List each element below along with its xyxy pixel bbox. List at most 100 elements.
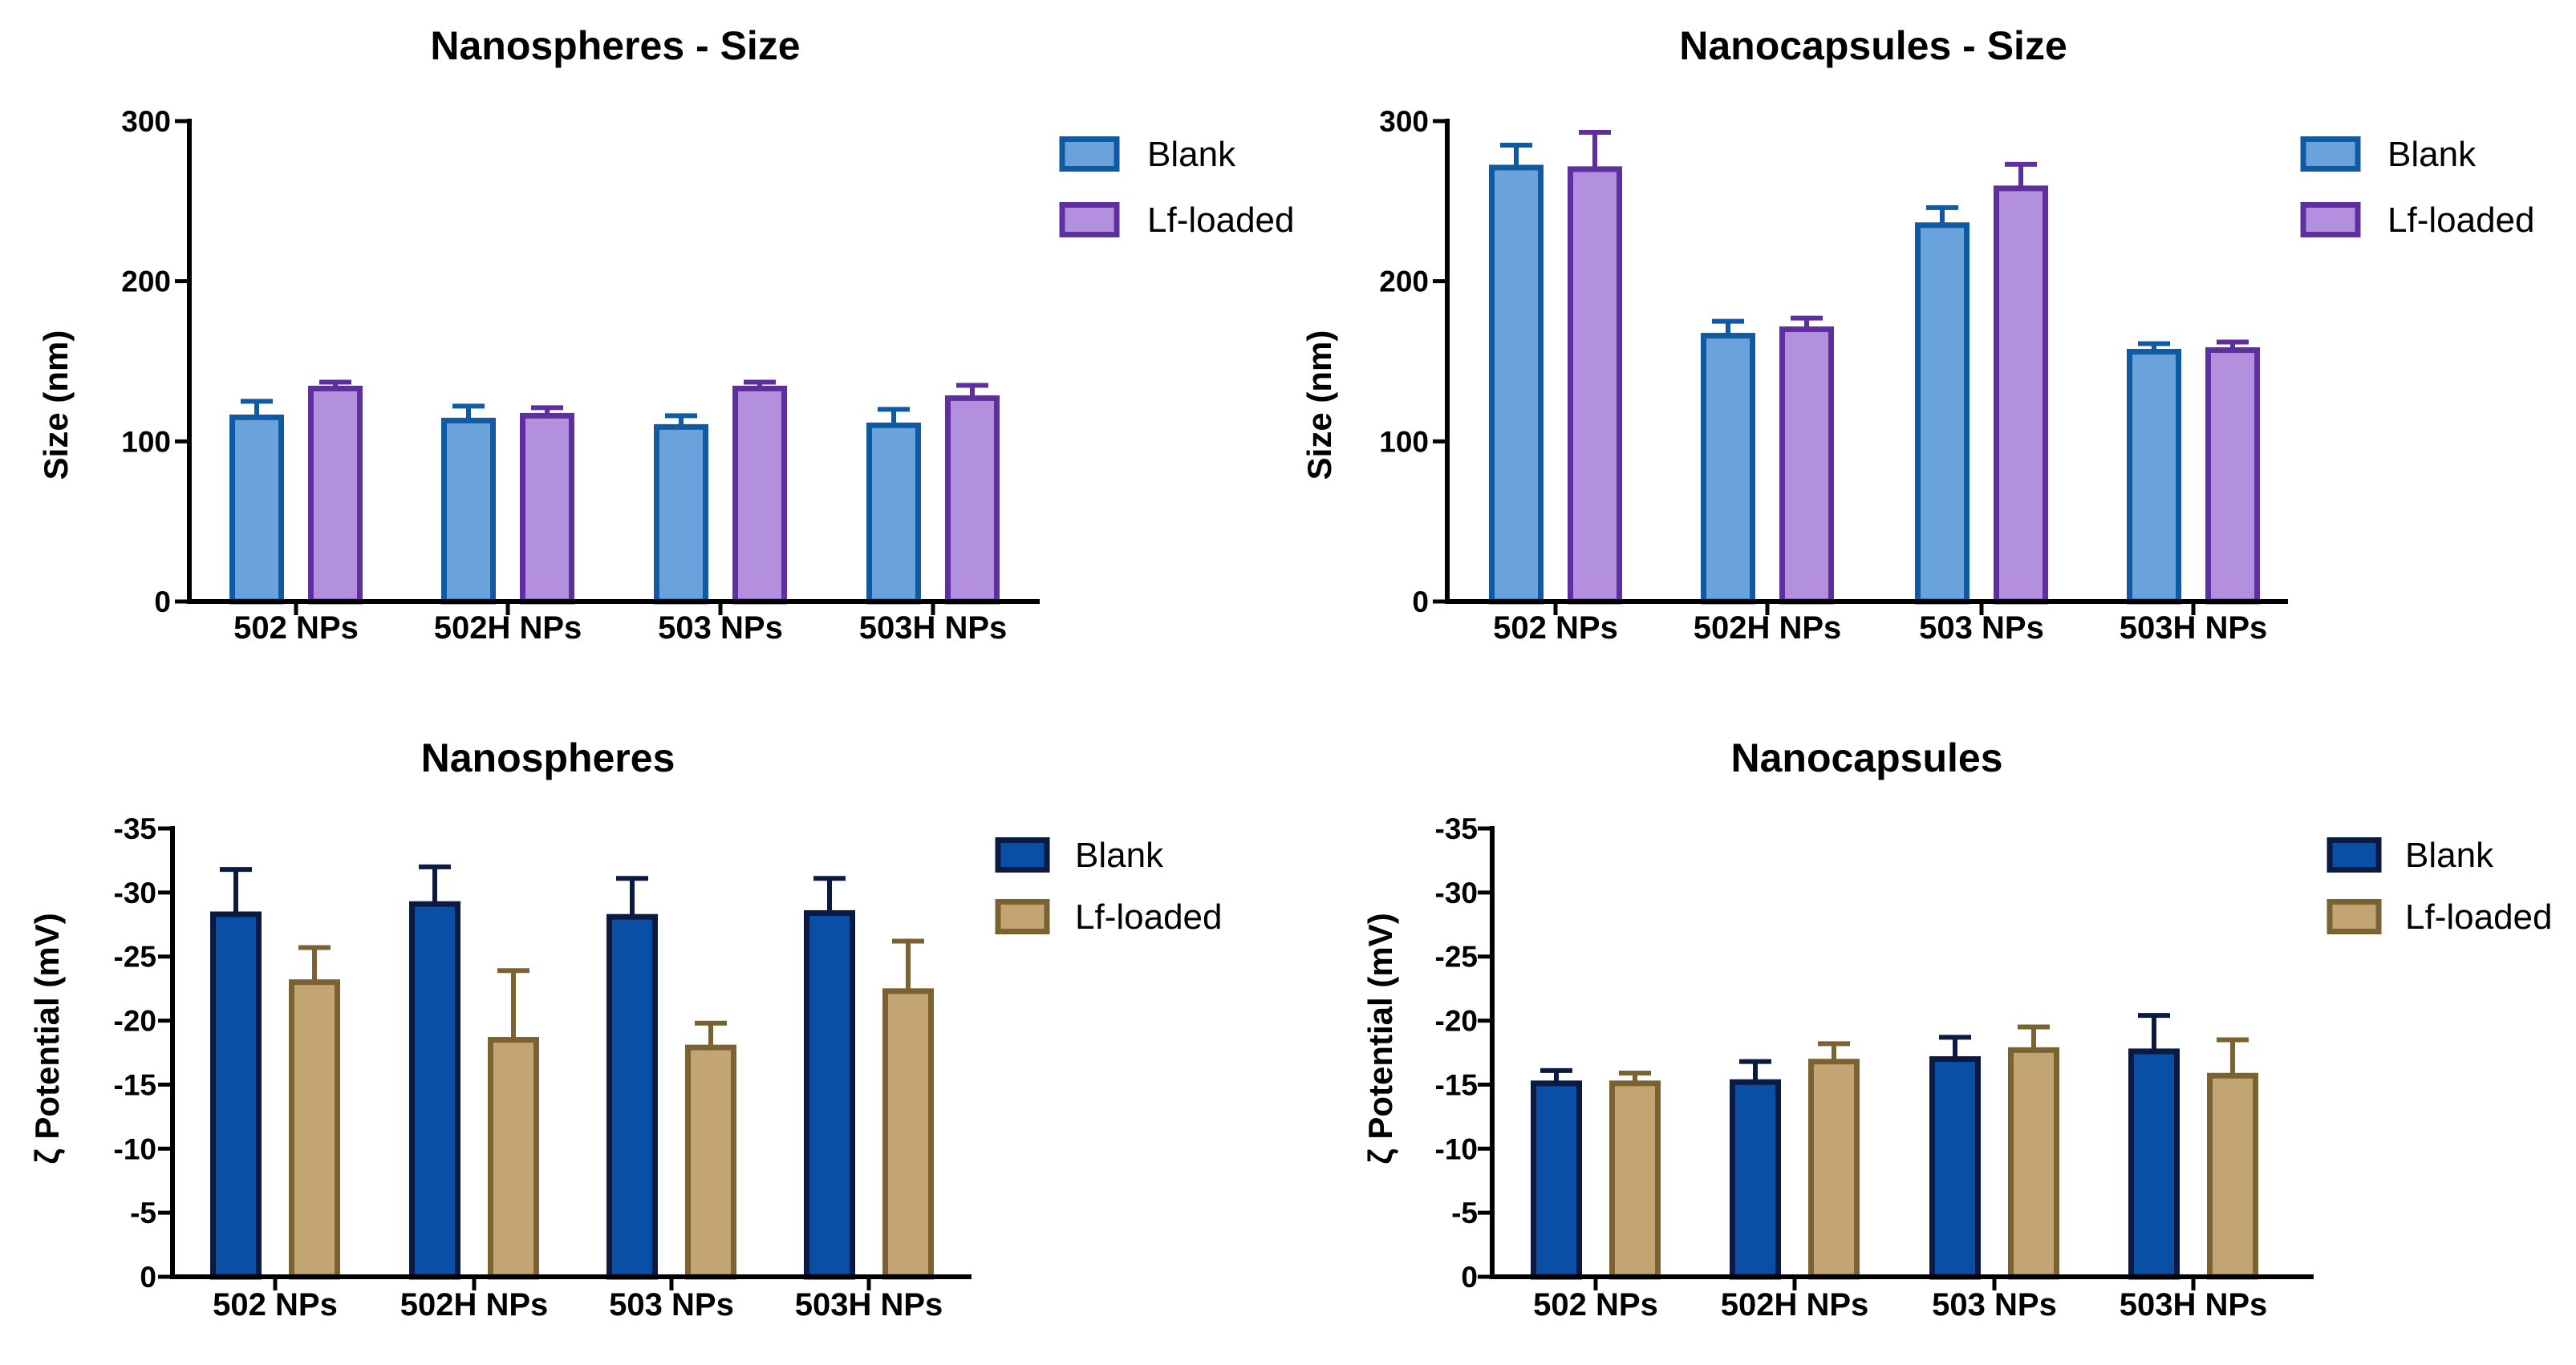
legend-swatch [1059,202,1120,237]
y-axis-label: Size (nm) [37,330,75,480]
bar [1701,333,1755,605]
x-tick-label: 503H NPs [2120,1287,2268,1322]
bar [1531,1080,1582,1280]
y-tick-label: -25 [1435,941,1478,974]
x-tick-label: 503 NPs [1919,610,2044,646]
legend-label: Blank [2387,135,2477,174]
bar [441,417,496,605]
y-tick-label: 0 [1412,585,1429,618]
x-tick-label: 502H NPs [434,610,582,646]
bar [945,395,1000,605]
y-tick-label: 0 [140,1261,156,1294]
bar [2008,1047,2059,1280]
y-tick-label: 200 [1379,265,1429,298]
bar [1994,185,2048,605]
bar [732,385,787,605]
bar [2205,347,2260,605]
y-axis-label: ζ Potential (mV) [1361,913,1399,1164]
y-tick-label: -25 [114,941,156,974]
y-tick-label: -35 [1435,812,1478,845]
legend-label: Blank [1075,836,1164,875]
x-tick-label: 503H NPs [859,610,1008,646]
y-axis-label: Size (nm) [1300,330,1338,480]
bar [606,913,658,1280]
x-tick-label: 503 NPs [1932,1287,2057,1322]
chart-title: Nanospheres [421,735,675,780]
bar [685,1044,736,1280]
x-tick-label: 502H NPs [400,1287,549,1322]
y-tick-label: -15 [1435,1068,1478,1101]
bar [229,414,284,605]
legend-label: Lf-loaded [1147,200,1294,240]
legend-label: Lf-loaded [2405,897,2552,937]
bar [1915,222,1970,605]
legend-label: Lf-loaded [2387,200,2534,240]
bar [1609,1080,1661,1280]
y-axis-label: ζ Potential (mV) [28,913,66,1164]
chart-title: Nanocapsules - Size [1679,23,2067,68]
legend-swatch [2327,837,2382,873]
x-tick-label: 502H NPs [1694,610,1842,646]
bar [2127,349,2181,605]
y-tick-label: -10 [1435,1132,1478,1165]
legend-label: Blank [1147,135,1236,174]
bar [210,911,262,1280]
y-tick-label: -35 [114,812,156,845]
bar [1730,1079,1781,1280]
x-tick-label: 503H NPs [795,1287,943,1322]
x-tick-label: 502H NPs [1721,1287,1869,1322]
legend-swatch [995,837,1050,873]
bar [289,979,340,1280]
y-tick-label: -30 [1435,877,1478,909]
y-tick-label: -10 [114,1132,156,1165]
chart-nanospheres-zeta: Nanospheres ζ Potential (mV) 0 -5 -10 -15 -2… [28,735,1222,1322]
bar [1489,164,1544,605]
bar [409,901,460,1280]
x-tick-label: 503 NPs [658,610,783,646]
y-tick-label: -20 [114,1005,156,1038]
y-tick-label: -5 [130,1197,156,1229]
legend-swatch [2327,899,2382,934]
bar [2207,1072,2258,1280]
y-tick-label: 0 [154,585,171,618]
bar [1929,1055,1981,1280]
bar [882,988,934,1280]
bar [488,1037,539,1280]
bar [1779,326,1834,605]
x-tick-label: 503H NPs [2120,610,2268,646]
y-tick-label: -30 [114,877,156,909]
legend-swatch [995,899,1050,934]
chart-nanocapsules-zeta: Nanocapsules ζ Potential (mV) 0 -5 -10 -15 -… [1361,735,2552,1322]
y-tick-label: -5 [1451,1197,1478,1229]
bar [1568,166,1622,605]
chart-title: Nanocapsules [1730,735,2002,780]
y-tick-label: 100 [121,425,171,458]
bar [654,423,708,605]
x-tick-label: 502 NPs [1493,610,1618,646]
chart-title: Nanospheres - Size [430,23,800,68]
bar [804,909,855,1280]
y-tick-label: -15 [114,1068,156,1101]
x-tick-label: 503 NPs [609,1287,734,1322]
legend-swatch [1059,136,1120,172]
y-tick-label: -20 [1435,1005,1478,1038]
x-tick-label: 502 NPs [213,1287,338,1322]
legend-swatch [2300,202,2361,237]
x-tick-label: 502 NPs [233,610,359,646]
legend-label: Blank [2405,836,2494,875]
y-tick-label: 100 [1379,425,1429,458]
y-tick-label: 200 [121,265,171,298]
legend-label: Lf-loaded [1075,897,1222,937]
bar [866,422,921,605]
bar [2128,1048,2180,1280]
chart-nanocapsules-size: Nanocapsules - Size Size (nm) 0 100 200 300… [1300,23,2534,646]
bar [1808,1059,1860,1280]
legend-swatch [2300,136,2361,172]
chart-nanospheres-size: Nanospheres - Size Size (nm) 0 100 200 300 5… [37,23,1294,646]
y-tick-label: 0 [1461,1261,1478,1294]
x-tick-label: 502 NPs [1533,1287,1658,1322]
bar [308,385,363,605]
y-tick-label: 300 [1379,105,1429,138]
y-tick-label: 300 [121,105,171,138]
